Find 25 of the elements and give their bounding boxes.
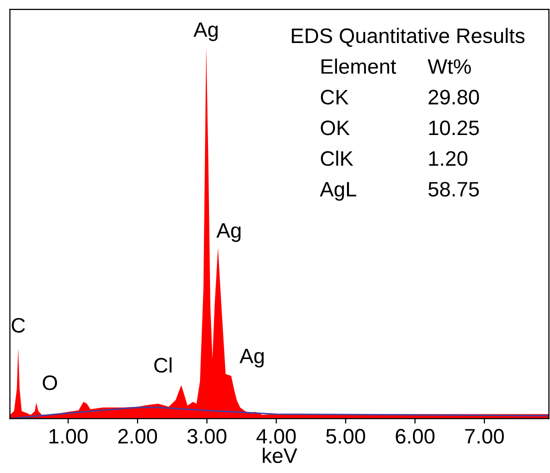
annotation: CK [320, 90, 349, 105]
annotation: O [42, 375, 58, 390]
annotation: OK [320, 120, 350, 136]
annotation: Ag [194, 22, 218, 42]
annotation: 10.25 [429, 120, 479, 136]
annotation: 29.80 [428, 90, 479, 105]
annotation: EDS Quantitative Results [292, 28, 524, 47]
annotation: Ag [216, 223, 241, 242]
x-tick-label: 7.00 [465, 428, 504, 444]
x-tick-label: 6.00 [396, 428, 434, 444]
annotation: ClK [320, 150, 354, 166]
x-tick-label: 4.00 [256, 428, 296, 444]
annotation: 1.20 [429, 151, 468, 166]
x-tick-label: 1.00 [49, 428, 88, 444]
annotation: Ag [240, 348, 264, 368]
x-axis-title: keV [262, 448, 298, 464]
annotation: Element [322, 58, 396, 74]
annotation: AgL [320, 182, 356, 201]
annotation: Wt% [428, 59, 471, 74]
x-tick-label: 2.00 [118, 428, 157, 444]
annotation: C [12, 318, 25, 333]
x-tick-label: 5.00 [326, 428, 366, 444]
annotation: 58.75 [428, 182, 479, 197]
x-tick-label: 3.00 [187, 428, 226, 444]
annotation: Cl [154, 357, 172, 373]
